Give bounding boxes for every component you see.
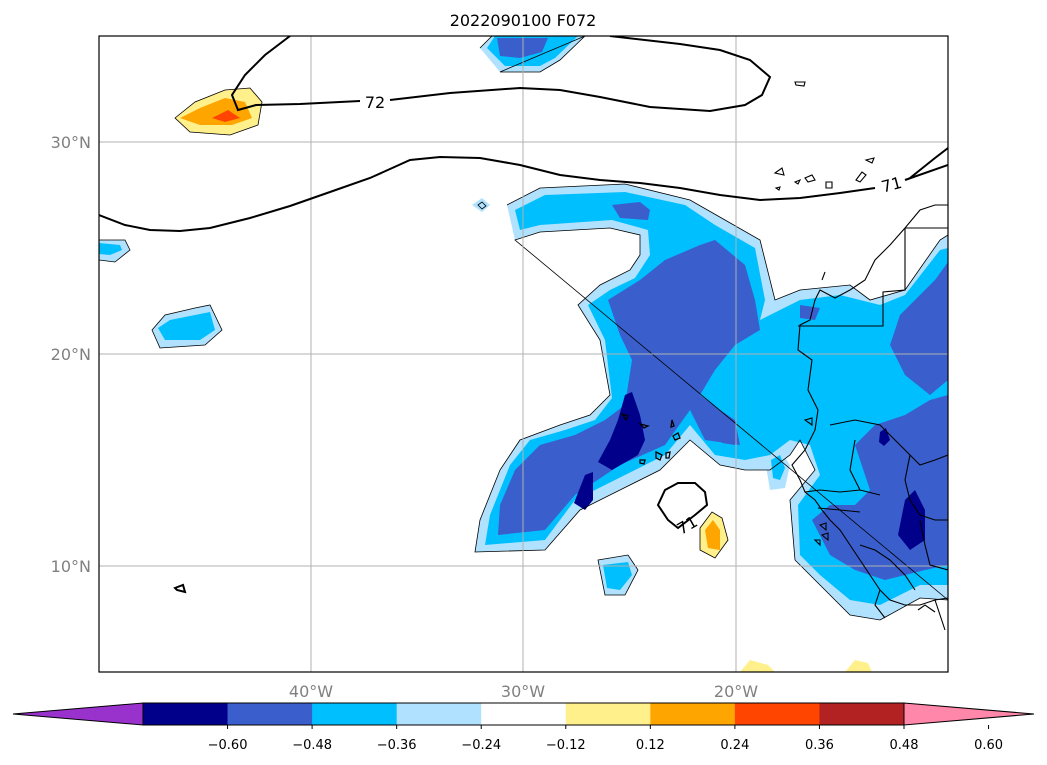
lat-label-20n: 20°N [51,345,91,364]
colorbar-tick-label-3: −0.24 [461,738,501,753]
gridlines [99,36,948,672]
colorbar-bin-3 [396,703,482,725]
colorbar-bin-5 [565,703,651,725]
colorbar-tick-label-6: 0.24 [720,738,749,753]
colorbar-bin-1 [227,703,313,725]
colorbar-over-triangle [903,702,1035,726]
map-title: 2022090100 F072 [450,11,597,30]
colorbar-bin-2 [312,703,398,725]
colorbar-tick-label-5: 0.12 [636,738,665,753]
colorbar-tick-label-1: −0.48 [292,738,332,753]
lon-label-20w: 20°W [714,682,758,701]
height-contours [99,36,948,594]
anomaly-fill-dark-blue [574,392,925,550]
colorbar-tick-label-9: 0.60 [974,738,1003,753]
map-frame [98,35,949,673]
map-panel: 72 71 71 [98,35,949,673]
colorbar-under-triangle [12,702,144,726]
colorbar-bin-7 [734,703,820,725]
lat-label-10n: 10°N [51,557,91,576]
colorbar-tick-label-8: 0.48 [890,738,919,753]
colorbar-bin-6 [650,703,736,725]
colorbar-bin-8 [819,703,905,725]
anomaly-fill-red-orange [212,110,240,122]
lon-label-30w: 30°W [501,682,545,701]
contour-label-72: 72 [365,93,385,112]
contour-label-71-north: 71 [879,173,904,197]
colorbar-tick-label-7: 0.36 [805,738,834,753]
cape-verde-islands [620,412,681,465]
latitude-labels: 30°N 20°N 10°N [51,133,91,576]
colorbar-frame [142,702,905,726]
colorbar-tick-label-4: −0.12 [546,738,586,753]
lat-label-30n: 30°N [51,133,91,152]
colorbar-bin-4 [481,703,567,725]
colorbar-bin-0 [143,703,229,725]
colorbar-tick-label-0: −0.60 [208,738,248,753]
longitude-labels: 40°W 30°W 20°W [289,682,758,701]
coastlines [773,81,948,631]
lon-label-40w: 40°W [289,682,333,701]
colorbar-tick-label-2: −0.36 [377,738,417,753]
colorbar: −0.60 −0.48 −0.36 −0.24 −0.12 0.12 0.24 0.36 0.4… [12,702,1035,753]
